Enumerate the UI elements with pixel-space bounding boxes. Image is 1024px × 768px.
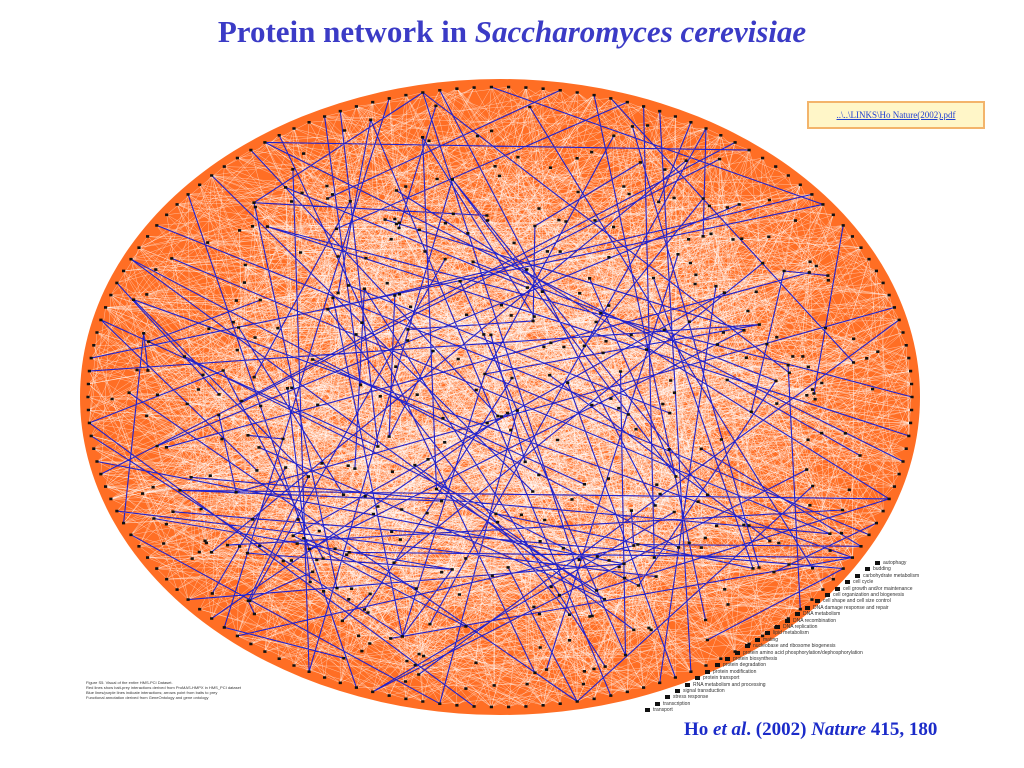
pdf-link[interactable]: ..\..\LINKS\Ho Nature(2002).pdf <box>836 110 956 120</box>
legend-item: protein transport <box>695 675 739 681</box>
pdf-link-box[interactable]: ..\..\LINKS\Ho Nature(2002).pdf <box>807 101 985 129</box>
legend-item: protein degradation <box>715 662 766 668</box>
legend-item: transport <box>645 707 673 713</box>
legend-item: mating <box>755 637 778 643</box>
citation-year: . (2002) <box>746 719 812 740</box>
legend-label: cell cycle <box>853 579 874 586</box>
citation: Ho et al. (2002) Nature 415, 180 <box>684 719 937 741</box>
legend-label: protein biosynthesis <box>733 656 778 662</box>
legend-swatch <box>875 561 880 565</box>
legend-item: DNA metabolism <box>795 611 840 617</box>
legend-swatch <box>865 567 870 572</box>
blue-edges <box>89 86 913 707</box>
legend-swatch <box>855 573 860 578</box>
caption-line: Red lines show bait-prey interactions de… <box>86 685 241 690</box>
legend-item: protein biosynthesis <box>725 656 777 662</box>
legend-item: cell organization and biogenesis <box>825 592 904 598</box>
legend-item: protein amino acid phosphorylation/depho… <box>735 650 863 656</box>
legend-swatch <box>845 580 850 585</box>
legend-label: DNA damage response and repair <box>813 604 889 611</box>
legend-swatch <box>705 669 710 674</box>
legend-label: cell organization and biogenesis <box>833 592 905 598</box>
legend-swatch <box>725 657 730 661</box>
legend-item: cell shape and cell size control <box>815 598 891 604</box>
legend-label: DNA metabolism <box>803 611 841 618</box>
legend-item: nucleobase and ribosome biogenesis <box>745 643 836 649</box>
legend-label: transport <box>653 707 673 714</box>
legend-item: lipid metabolism <box>765 630 809 636</box>
legend-swatch <box>695 676 700 681</box>
legend-swatch <box>735 650 740 655</box>
caption-line: Figure S5. Visual of the entire HMS-PCI … <box>86 680 173 685</box>
legend-label: protein modification <box>713 668 757 675</box>
blue-interaction-edges <box>89 86 913 707</box>
legend-swatch <box>715 663 720 668</box>
legend-swatch <box>805 605 810 610</box>
legend-label: signal transduction <box>683 688 725 694</box>
citation-volume: 415, 180 <box>866 719 938 740</box>
legend-label: nucleobase and ribosome biogenesis <box>753 643 836 650</box>
legend-label: protein degradation <box>723 662 767 669</box>
figure-caption: Figure S5. Visual of the entire HMS-PCI … <box>86 680 286 700</box>
citation-etal: et al <box>713 719 747 740</box>
legend-label: mating <box>763 636 779 643</box>
legend-item: transcription <box>655 701 690 707</box>
legend-label: protein transport <box>703 675 740 682</box>
legend-label: lipid metabolism <box>773 630 809 637</box>
legend-label: carbohydrate metabolism <box>863 572 920 579</box>
legend-label: cell growth and/or maintenance <box>843 585 913 592</box>
legend-item: signal transduction <box>675 688 725 694</box>
caption-line: Blue lines/purple lines indicate interac… <box>86 690 218 695</box>
legend-label: RNA metabolism and processing <box>693 681 766 688</box>
legend-swatch <box>745 644 750 649</box>
legend-swatch <box>665 695 670 700</box>
legend-item: budding <box>865 566 891 572</box>
legend-swatch <box>675 689 680 693</box>
legend-swatch <box>755 637 760 642</box>
legend-swatch <box>655 701 660 706</box>
legend-label: DNA recombination <box>793 617 837 624</box>
legend-label: autophagy <box>883 560 907 566</box>
legend-swatch <box>825 593 830 597</box>
legend-swatch <box>775 625 780 629</box>
slide-title: Protein network in Saccharomyces cerevis… <box>0 14 1024 50</box>
legend-label: transcription <box>663 700 691 707</box>
legend-swatch <box>685 682 690 687</box>
legend-item: RNA metabolism and processing <box>685 682 766 688</box>
legend-item: stress response <box>665 694 708 700</box>
citation-author: Ho <box>684 719 714 740</box>
legend-item: protein modification <box>705 669 756 675</box>
legend-item: DNA replication <box>775 624 817 630</box>
legend-swatch <box>815 599 820 604</box>
legend-swatch <box>645 708 650 713</box>
legend-item: DNA damage response and repair <box>805 605 889 611</box>
title-species: Saccharomyces cerevisiae <box>474 14 807 49</box>
caption-line: Functional annotation derived from GeneO… <box>86 695 209 700</box>
legend-swatch <box>835 586 840 591</box>
legend-label: budding <box>873 566 891 573</box>
function-legend: autophagy budding carbohydrate metabolism c… <box>640 560 970 720</box>
legend-item: autophagy <box>875 560 906 566</box>
legend-item: carbohydrate metabolism <box>855 573 919 579</box>
legend-swatch <box>765 631 770 636</box>
legend-label: protein amino acid phosphorylation/depho… <box>743 649 863 656</box>
legend-label: stress response <box>673 694 709 701</box>
legend-item: cell cycle <box>845 579 873 585</box>
legend-item: cell growth and/or maintenance <box>835 586 913 592</box>
citation-journal: Nature <box>811 719 867 740</box>
legend-item: DNA recombination <box>785 618 836 624</box>
title-prefix: Protein network in <box>217 14 475 49</box>
legend-label: DNA replication <box>783 624 818 630</box>
legend-label: cell shape and cell size control <box>823 598 891 605</box>
legend-swatch <box>795 612 800 617</box>
legend-swatch <box>785 618 790 623</box>
